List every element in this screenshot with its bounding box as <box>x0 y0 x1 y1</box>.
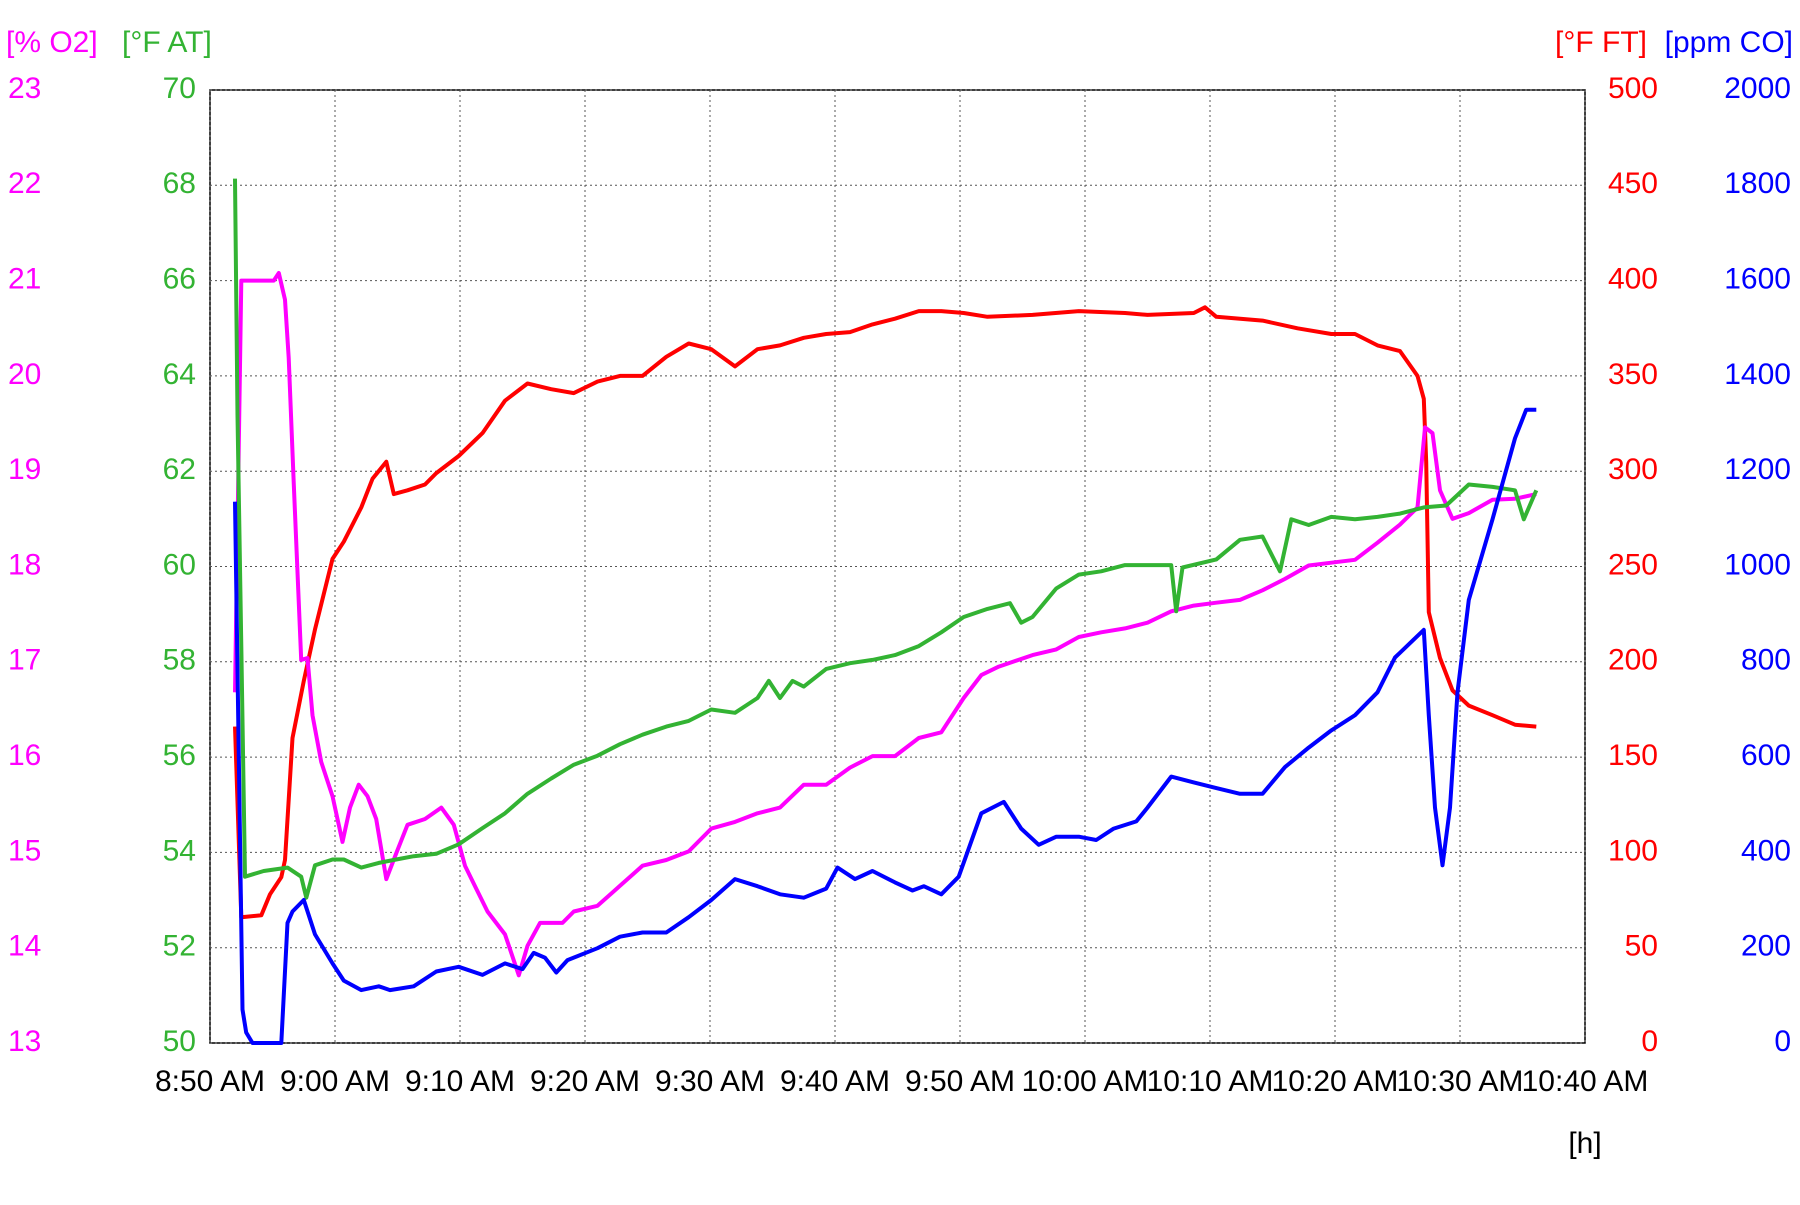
y-tick-label: 23 <box>8 72 41 105</box>
y-tick-label: 1400 <box>1724 358 1791 391</box>
series-line <box>233 407 1537 1045</box>
y-tick-label: 800 <box>1741 644 1791 677</box>
y-tick-label: 100 <box>1608 834 1658 867</box>
y-tick-label: 1600 <box>1724 263 1791 296</box>
y-tick-label: 15 <box>8 834 41 867</box>
x-tick-label: 10:40 AM <box>1522 1065 1649 1098</box>
y-axis-title: [°F AT] <box>122 26 212 59</box>
y-tick-label: 250 <box>1608 548 1658 581</box>
y-tick-label: 18 <box>8 548 41 581</box>
x-tick-label: 10:00 AM <box>1022 1065 1149 1098</box>
y-tick-label: 60 <box>163 548 196 581</box>
y-tick-label: 68 <box>163 167 196 200</box>
y-tick-label: 600 <box>1741 739 1791 772</box>
y-tick-label: 0 <box>1774 1025 1791 1058</box>
y-tick-label: 64 <box>163 358 196 391</box>
y-tick-label: 400 <box>1608 263 1658 296</box>
y-tick-label: 66 <box>163 263 196 296</box>
y-tick-label: 13 <box>8 1025 41 1058</box>
y-tick-label: 50 <box>163 1025 196 1058</box>
y-tick-label: 50 <box>1625 930 1658 963</box>
y-tick-label: 16 <box>8 739 41 772</box>
y-axis-title: [ppm CO] <box>1665 26 1793 59</box>
y-tick-label: 300 <box>1608 453 1658 486</box>
series-line <box>233 305 1537 920</box>
y-tick-label: 62 <box>163 453 196 486</box>
y-tick-label: 52 <box>163 930 196 963</box>
y-tick-label: 2000 <box>1724 72 1791 105</box>
x-tick-label: 9:40 AM <box>780 1065 890 1098</box>
y-tick-label: 450 <box>1608 167 1658 200</box>
y-axis-title: [% O2] <box>6 26 98 59</box>
series-line <box>233 271 1537 978</box>
y-tick-label: 17 <box>8 644 41 677</box>
y-tick-label: 1800 <box>1724 167 1791 200</box>
series-line <box>233 178 1539 900</box>
x-tick-label: 9:00 AM <box>280 1065 390 1098</box>
y-tick-label: 21 <box>8 263 41 296</box>
y-tick-label: 350 <box>1608 358 1658 391</box>
y-tick-label: 200 <box>1608 644 1658 677</box>
x-tick-label: 9:10 AM <box>405 1065 515 1098</box>
y-tick-label: 54 <box>163 834 196 867</box>
y-tick-label: 150 <box>1608 739 1658 772</box>
y-tick-label: 19 <box>8 453 41 486</box>
x-tick-label: 8:50 AM <box>155 1065 265 1098</box>
y-axis-title: [°F FT] <box>1555 26 1647 59</box>
y-tick-label: 20 <box>8 358 41 391</box>
y-tick-label: 1200 <box>1724 453 1791 486</box>
x-tick-label: 10:10 AM <box>1147 1065 1274 1098</box>
x-tick-label: 9:50 AM <box>905 1065 1015 1098</box>
y-tick-label: 500 <box>1608 72 1658 105</box>
y-tick-label: 0 <box>1641 1025 1658 1058</box>
y-tick-label: 70 <box>163 72 196 105</box>
x-tick-label: 10:30 AM <box>1397 1065 1524 1098</box>
y-tick-label: 56 <box>163 739 196 772</box>
y-tick-label: 58 <box>163 644 196 677</box>
y-tick-label: 14 <box>8 930 41 963</box>
x-axis-label: [h] <box>1568 1127 1601 1160</box>
x-tick-label: 9:20 AM <box>530 1065 640 1098</box>
x-tick-label: 10:20 AM <box>1272 1065 1399 1098</box>
y-tick-label: 1000 <box>1724 548 1791 581</box>
y-tick-label: 22 <box>8 167 41 200</box>
y-tick-label: 400 <box>1741 834 1791 867</box>
y-tick-label: 200 <box>1741 930 1791 963</box>
x-tick-label: 9:30 AM <box>655 1065 765 1098</box>
